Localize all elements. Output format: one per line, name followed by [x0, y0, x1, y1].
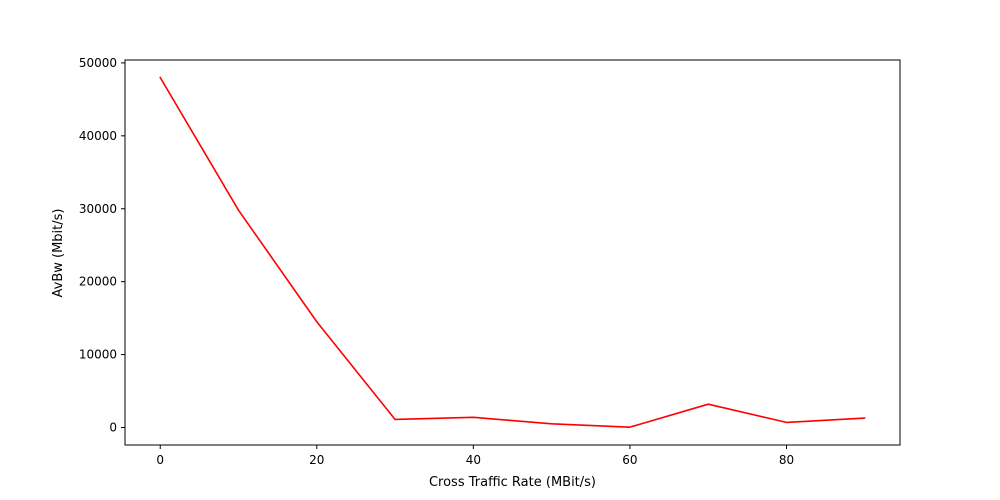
plot-frame: [124, 59, 901, 446]
x-tick-label: 40: [466, 453, 481, 467]
series-line-1: [159, 76, 866, 428]
plot-area: [159, 76, 866, 428]
y-tick-label: 20000: [79, 275, 117, 289]
y-axis-label: AvBw (Mbit/s): [51, 209, 66, 298]
x-tick-label: 0: [156, 453, 164, 467]
y-tick-label: 40000: [79, 129, 117, 143]
x-axis-label: Cross Traffic Rate (MBit/s): [429, 475, 596, 490]
x-axis-ticks: 0 20 40 60 80: [156, 445, 794, 467]
x-tick-label: 20: [309, 453, 324, 467]
x-tick-label: 80: [779, 453, 794, 467]
y-tick-label: 50000: [79, 56, 117, 70]
y-tick-label: 10000: [79, 348, 117, 362]
y-tick-label: 30000: [79, 202, 117, 216]
y-tick-label: 0: [109, 421, 117, 435]
y-axis-ticks: 0 10000 20000 30000 40000 50000: [79, 56, 125, 435]
x-tick-label: 60: [622, 453, 637, 467]
